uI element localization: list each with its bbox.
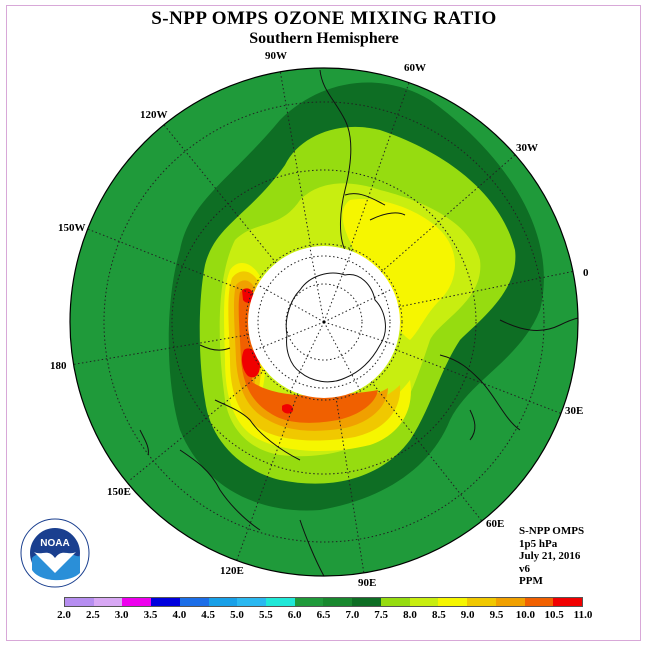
noaa-logo: NOAA [20,518,90,588]
colorbar-tick-label: 3.5 [143,609,158,621]
colorbar-swatch [122,598,152,606]
colorbar-swatch [93,598,123,606]
info-units: PPM [519,575,543,587]
colorbar-tick-label: 10.0 [515,609,535,621]
info-date: July 21, 2016 [519,550,581,562]
colorbar-tick-label: 8.5 [431,609,446,621]
colorbar-swatch [467,598,496,606]
colorbar-swatch [65,598,94,606]
colorbar-swatch [524,598,554,606]
colorbar-tick-label: 4.0 [172,609,187,621]
lon-label-60e: 60E [486,518,505,530]
info-instrument: S-NPP OMPS [519,525,585,537]
colorbar-swatch [495,598,525,606]
lon-label-60w: 60W [404,62,426,74]
colorbar-swatch [409,598,439,606]
colorbar-swatch [208,598,238,606]
map-subtitle: Southern Hemisphere [249,30,399,47]
info-level: 1p5 hPa [519,537,558,550]
colorbar-swatch [151,598,180,606]
colorbar-tick-label: 2.5 [85,609,100,621]
lon-label-90w: 90W [265,50,287,62]
lon-label-120e: 120E [220,565,244,577]
lon-label-90e: 90E [358,577,377,589]
colorbar-swatch [438,598,468,606]
map-title: S-NPP OMPS OZONE MIXING RATIO [151,8,497,29]
colorbar-swatch [380,598,410,606]
colorbar-swatch [553,598,582,606]
lon-label-30e: 30E [565,405,584,417]
colorbar-tick-label: 10.5 [544,609,564,621]
colorbar-tick-label: 11.0 [573,609,593,621]
colorbar-swatch [352,598,381,606]
lon-label-180: 180 [50,360,67,372]
colorbar-swatch [179,598,209,606]
lon-label-150e: 150E [107,486,131,498]
colorbar-tick-label: 9.5 [489,609,504,621]
ozone-field [70,68,578,576]
colorbar-tick-label: 8.0 [403,609,417,621]
colorbar-tick-label: 4.5 [201,609,216,621]
colorbar [64,597,583,607]
colorbar-swatch [237,598,267,606]
colorbar-tick-label: 6.0 [287,609,302,621]
lon-label-150w: 150W [58,222,86,234]
figure-frame [6,5,641,641]
colorbar-tick-label: 3.0 [114,609,129,621]
lon-label-120w: 120W [140,109,168,121]
lon-label-0: 0 [583,267,589,279]
colorbar-tick-label: 7.0 [345,609,360,621]
colorbar-tick-label: 6.5 [316,609,331,621]
colorbar-tick-label: 9.0 [460,609,475,621]
colorbar-tick-label: 2.0 [57,609,71,621]
info-version: v6 [519,562,530,575]
colorbar-tick-label: 5.0 [230,609,244,621]
colorbar-tick-label: 5.5 [258,609,273,621]
colorbar-swatch [323,598,353,606]
colorbar-swatch [266,598,295,606]
info-panel: S-NPP OMPS 1p5 hPa July 21, 2016 v6 PPM [519,525,584,588]
colorbar-swatch [294,598,324,606]
noaa-logo-text: NOAA [40,538,69,549]
colorbar-tick-label: 7.5 [374,609,389,621]
lon-label-30w: 30W [516,142,538,154]
